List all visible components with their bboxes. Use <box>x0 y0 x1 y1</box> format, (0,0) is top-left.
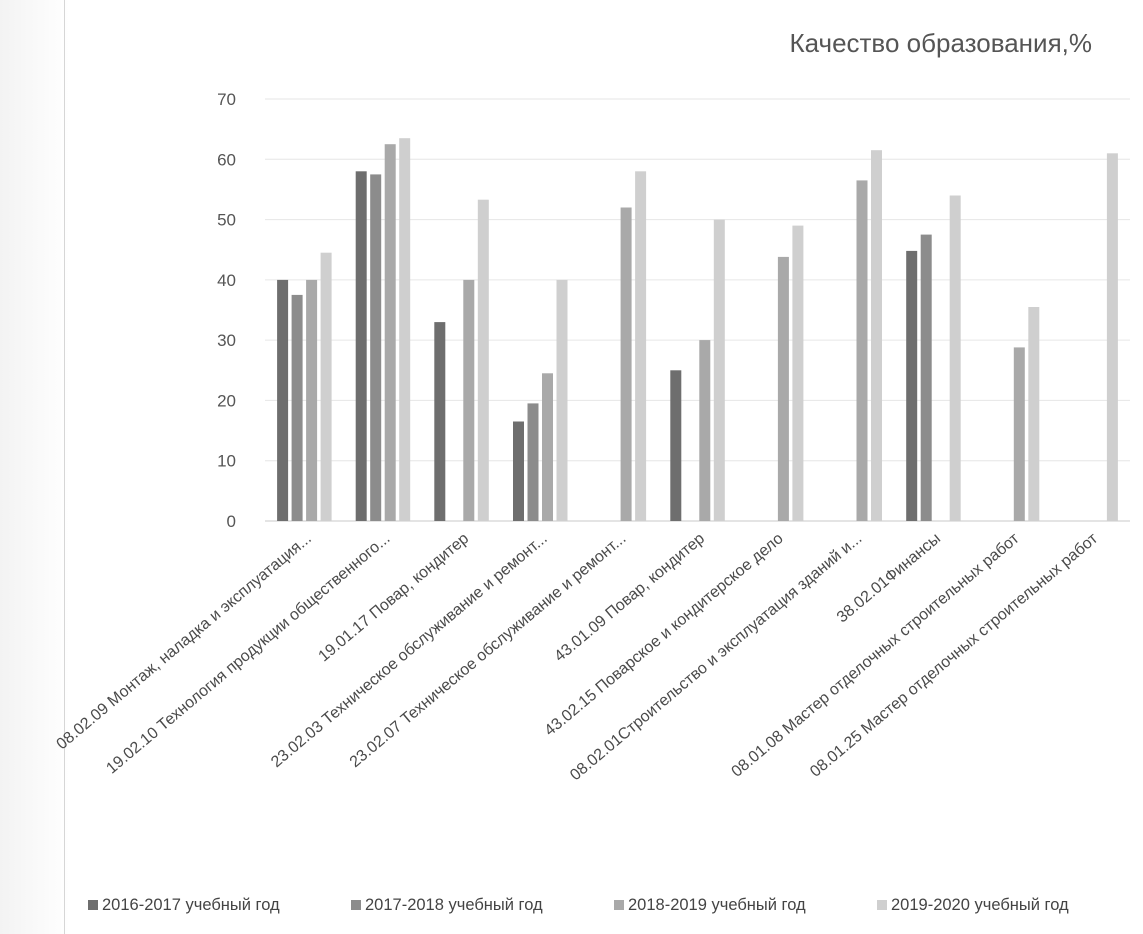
y-tick-label: 10 <box>217 452 236 471</box>
bar <box>871 150 882 521</box>
bar <box>399 138 411 521</box>
bar <box>1028 307 1040 521</box>
bar <box>527 403 539 521</box>
legend-label: 2019-2020 учебный год <box>891 896 1069 914</box>
bar <box>777 256 789 521</box>
chart-title: Качество образования,% <box>789 28 1092 58</box>
bar <box>291 294 303 521</box>
scan-line <box>64 0 65 934</box>
legend-swatch <box>877 900 887 910</box>
bar <box>949 195 961 521</box>
bar <box>1106 153 1118 522</box>
bar <box>277 279 289 521</box>
legend-swatch <box>614 900 624 910</box>
legend-swatch <box>351 900 361 910</box>
x-tick-label: 19.02.10 Технология продукции общественн… <box>103 530 393 777</box>
bar <box>384 144 396 521</box>
y-tick-label: 0 <box>227 512 236 531</box>
bar <box>713 219 725 521</box>
y-tick-label: 20 <box>217 391 236 410</box>
legend-label: 2017-2018 учебный год <box>365 896 543 914</box>
y-tick-label: 30 <box>217 331 236 350</box>
x-tick-label: 43.01.09 Повар, кондитер <box>551 530 708 665</box>
y-tick-label: 50 <box>217 211 236 230</box>
bar <box>906 250 918 521</box>
bar <box>699 340 711 521</box>
bar <box>670 370 682 521</box>
legend-label: 2016-2017 учебный год <box>102 896 280 914</box>
bar <box>792 225 804 521</box>
y-tick-label: 40 <box>217 271 236 290</box>
x-tick-label: 08.01.25 Мастер отделочных строительных … <box>807 530 1102 781</box>
x-tick-label: 23.02.07 Техническое обслуживание и ремо… <box>347 530 630 771</box>
x-tick-label: 08.01.08 Мастер отделочных строительных … <box>729 530 1024 781</box>
bar <box>920 234 932 521</box>
bar <box>355 171 367 522</box>
bar <box>620 207 632 521</box>
bar <box>542 373 553 521</box>
bar <box>856 180 868 521</box>
bar <box>477 199 489 521</box>
x-tick-label: 19.01.17 Повар, кондитер <box>315 530 472 665</box>
y-tick-label: 60 <box>217 150 236 169</box>
bar <box>513 421 524 521</box>
bar <box>370 174 382 521</box>
scan-edge <box>0 0 70 934</box>
y-tick-label: 70 <box>217 90 236 109</box>
legend-label: 2018-2019 учебный год <box>628 896 806 914</box>
legend-swatch <box>88 900 98 910</box>
x-tick-label: 08.02.01Строительство и эксплуатация зда… <box>567 530 865 784</box>
bar <box>556 279 568 521</box>
bar <box>463 279 475 521</box>
bar <box>635 171 647 522</box>
bar <box>320 252 332 521</box>
bar <box>306 279 318 521</box>
bar <box>1013 347 1025 521</box>
x-tick-label: 23.02.03 Техническое обслуживание и ремо… <box>268 530 551 771</box>
bar <box>434 322 446 521</box>
